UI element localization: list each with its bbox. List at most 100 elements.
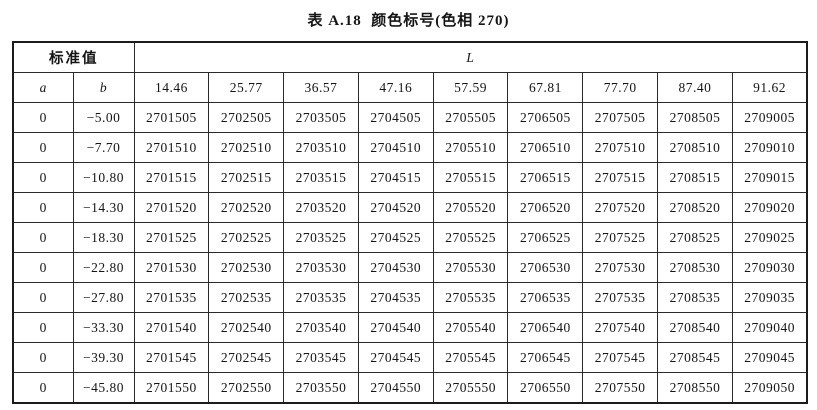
cell-code: 2701505: [133, 102, 210, 133]
cell-code: 2709040: [731, 312, 808, 343]
cell-code: 2707505: [582, 102, 659, 133]
cell-b: −39.30: [72, 342, 135, 373]
cell-code: 2705530: [432, 252, 509, 283]
cell-code: 2703530: [283, 252, 359, 283]
cell-code: 2706525: [507, 222, 584, 253]
cell-code: 2706515: [507, 162, 584, 193]
cell-b: −27.80: [72, 282, 135, 313]
cell-code: 2705550: [432, 372, 509, 404]
cell-code: 2709005: [731, 102, 808, 133]
cell-code: 2709010: [731, 132, 808, 163]
table-row: 0 −7.70 2701510 2702510 2703510 2704510 270551…: [12, 132, 808, 163]
cell-code: 2703510: [283, 132, 359, 163]
table-row: 0 −39.30 2701545 2702545 2703545 2704545 27055…: [12, 342, 808, 373]
cell-code: 2709030: [731, 252, 808, 283]
header-standard-value: 标准值: [12, 41, 135, 73]
table-row: 0 −27.80 2701535 2702535 2703535 2704535 27055…: [12, 282, 808, 313]
header-l-value: 47.16: [357, 72, 434, 103]
header-row-2: a b 14.46 25.77 36.57 47.16 57.59 67.81 77.70 8…: [12, 72, 808, 103]
header-l-value: 57.59: [432, 72, 509, 103]
cell-a: 0: [12, 372, 74, 404]
cell-code: 2707510: [582, 132, 659, 163]
cell-a: 0: [12, 132, 74, 163]
cell-code: 2704535: [357, 282, 434, 313]
cell-code: 2707530: [582, 252, 659, 283]
cell-code: 2703525: [283, 222, 359, 253]
cell-code: 2708515: [657, 162, 733, 193]
cell-code: 2705525: [432, 222, 509, 253]
cell-b: −14.30: [72, 192, 135, 223]
cell-code: 2709045: [731, 342, 808, 373]
cell-b: −18.30: [72, 222, 135, 253]
cell-code: 2706545: [507, 342, 584, 373]
cell-a: 0: [12, 282, 74, 313]
cell-code: 2702515: [208, 162, 285, 193]
cell-code: 2709035: [731, 282, 808, 313]
cell-code: 2702520: [208, 192, 285, 223]
cell-code: 2708550: [657, 372, 733, 404]
cell-code: 2702545: [208, 342, 285, 373]
cell-code: 2709020: [731, 192, 808, 223]
cell-b: −10.80: [72, 162, 135, 193]
cell-code: 2701540: [133, 312, 210, 343]
cell-code: 2701545: [133, 342, 210, 373]
cell-code: 2704520: [357, 192, 434, 223]
cell-code: 2706505: [507, 102, 584, 133]
cell-b: −5.00: [72, 102, 135, 133]
cell-code: 2704550: [357, 372, 434, 404]
cell-b: −22.80: [72, 252, 135, 283]
cell-code: 2708535: [657, 282, 733, 313]
cell-code: 2705515: [432, 162, 509, 193]
cell-code: 2705540: [432, 312, 509, 343]
cell-code: 2705510: [432, 132, 509, 163]
table-row: 0 −10.80 2701515 2702515 2703515 2704515 27055…: [12, 162, 808, 193]
cell-code: 2703515: [283, 162, 359, 193]
cell-code: 2701520: [133, 192, 210, 223]
cell-code: 2703545: [283, 342, 359, 373]
table-row: 0 −33.30 2701540 2702540 2703540 2704540 27055…: [12, 312, 808, 343]
cell-code: 2707535: [582, 282, 659, 313]
cell-code: 2704540: [357, 312, 434, 343]
cell-code: 2702510: [208, 132, 285, 163]
cell-code: 2708510: [657, 132, 733, 163]
header-l-value: 91.62: [731, 72, 808, 103]
table-row: 0 −14.30 2701520 2702520 2703520 2704520 27055…: [12, 192, 808, 223]
cell-a: 0: [12, 222, 74, 253]
header-l-value: 14.46: [133, 72, 210, 103]
cell-code: 2704525: [357, 222, 434, 253]
cell-code: 2707550: [582, 372, 659, 404]
table-row: 0 −18.30 2701525 2702525 2703525 2704525 27055…: [12, 222, 808, 253]
cell-code: 2706520: [507, 192, 584, 223]
cell-code: 2707525: [582, 222, 659, 253]
cell-code: 2708505: [657, 102, 733, 133]
cell-code: 2704545: [357, 342, 434, 373]
cell-a: 0: [12, 192, 74, 223]
cell-code: 2708530: [657, 252, 733, 283]
cell-code: 2705535: [432, 282, 509, 313]
color-code-table: 标准值 L a b 14.46 25.77 36.57 47.16 57.59 67.81…: [12, 41, 809, 404]
cell-code: 2701550: [133, 372, 210, 404]
cell-code: 2703550: [283, 372, 359, 404]
cell-code: 2707545: [582, 342, 659, 373]
table-row: 0 −22.80 2701530 2702530 2703530 2704530 27055…: [12, 252, 808, 283]
header-l-value: 77.70: [582, 72, 659, 103]
cell-code: 2703520: [283, 192, 359, 223]
cell-b: −45.80: [72, 372, 135, 404]
cell-code: 2707515: [582, 162, 659, 193]
header-l: L: [133, 41, 808, 73]
cell-a: 0: [12, 342, 74, 373]
cell-code: 2701525: [133, 222, 210, 253]
cell-code: 2705520: [432, 192, 509, 223]
cell-code: 2706550: [507, 372, 584, 404]
cell-code: 2702525: [208, 222, 285, 253]
header-l-value: 36.57: [283, 72, 359, 103]
cell-code: 2701535: [133, 282, 210, 313]
cell-a: 0: [12, 252, 74, 283]
cell-code: 2702550: [208, 372, 285, 404]
cell-a: 0: [12, 162, 74, 193]
cell-code: 2704510: [357, 132, 434, 163]
cell-code: 2705545: [432, 342, 509, 373]
cell-code: 2709025: [731, 222, 808, 253]
cell-code: 2702505: [208, 102, 285, 133]
